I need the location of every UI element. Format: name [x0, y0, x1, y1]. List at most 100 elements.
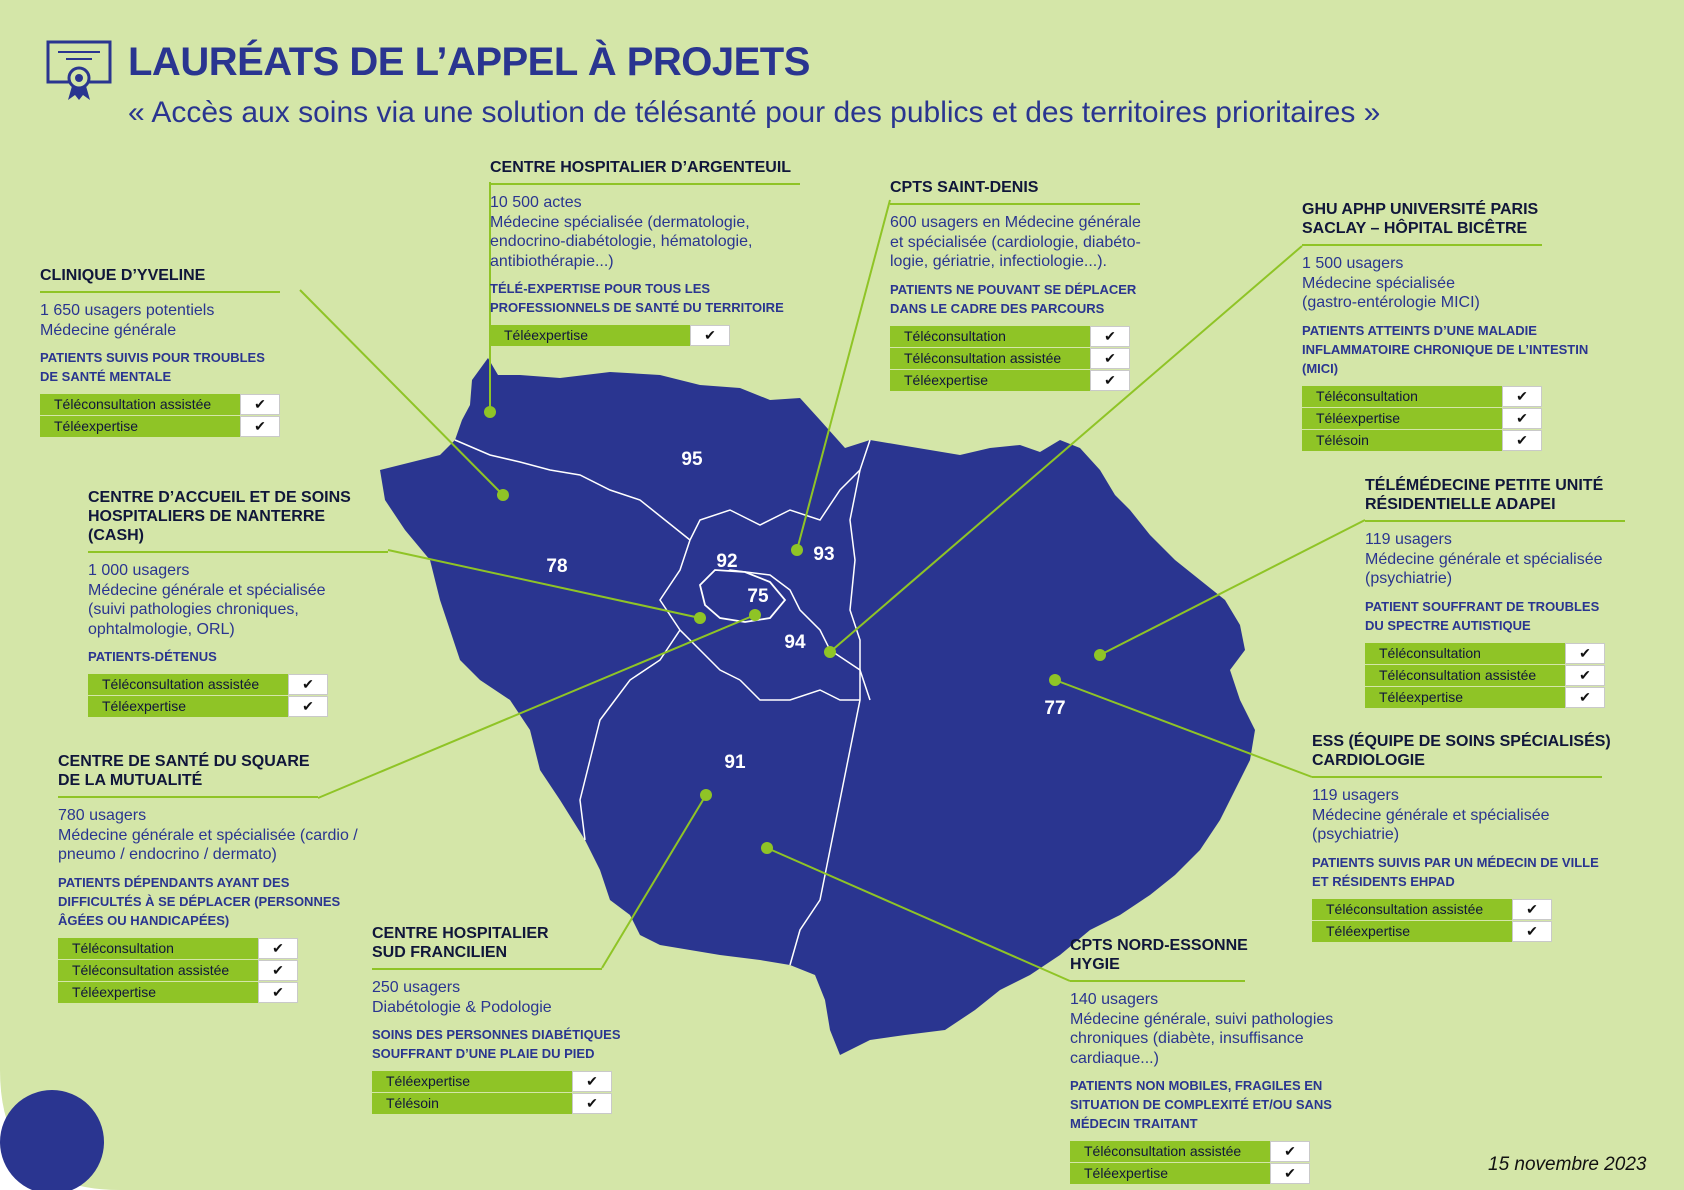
- checkmark-icon: ✔: [1270, 1163, 1310, 1184]
- target-population: PATIENT SOUFFRANT DE TROUBLES DU SPECTRE …: [1365, 597, 1665, 635]
- checkmark-icon: ✔: [1502, 407, 1542, 429]
- page-subtitle: « Accès aux soins via une solution de té…: [128, 96, 1381, 129]
- laureate-detail: Médecine spécialisée: [1302, 274, 1455, 292]
- laureate-detail: ophtalmologie, ORL): [88, 620, 235, 638]
- services-table: Téléexpertise ✔: [490, 325, 810, 346]
- target-population: PATIENTS SUIVIS PAR UN MÉDECIN DE VILLE E…: [1312, 853, 1612, 891]
- title-rule: [1302, 244, 1542, 246]
- target-population: PATIENTS NE POUVANT SE DÉPLACER DANS LE C…: [890, 280, 1170, 318]
- service-name: Téléexpertise: [1070, 1163, 1270, 1184]
- services-table: Téléconsultation assistée ✔ Téléexpertise ✔: [40, 394, 300, 437]
- laureate-detail: Diabétologie & Podologie: [372, 998, 552, 1016]
- laureate-block: TÉLÉMÉDECINE PETITE UNITÉ RÉSIDENTIELLE A…: [1365, 476, 1665, 709]
- department-label-91: 91: [724, 752, 746, 773]
- checkmark-icon: ✔: [572, 1071, 612, 1092]
- title-rule: [372, 968, 602, 970]
- service-row: Téléconsultation assistée ✔: [1070, 1141, 1350, 1162]
- checkmark-icon: ✔: [1565, 686, 1605, 708]
- service-name: Téléconsultation assistée: [40, 394, 240, 415]
- laureate-title: TÉLÉMÉDECINE PETITE UNITÉ: [1365, 477, 1604, 494]
- target-population: PATIENTS NON MOBILES, FRAGILES EN SITUATI…: [1070, 1076, 1350, 1133]
- laureate-detail: 140 usagers: [1070, 991, 1159, 1008]
- department-label-75: 75: [747, 586, 769, 607]
- service-row: Téléexpertise ✔: [1302, 407, 1602, 429]
- laureate-detail: cardiaque...): [1070, 1049, 1159, 1067]
- title-rule: [1070, 980, 1245, 982]
- service-row: Téléconsultation assistée ✔: [890, 347, 1170, 369]
- target-line: SITUATION DE COMPLEXITÉ ET/OU SANS: [1070, 1097, 1332, 1112]
- laureate-detail: chroniques (diabète, insuffisance: [1070, 1030, 1304, 1047]
- laureate-block: CENTRE HOSPITALIER D’ARGENTEUIL 10 500 ac…: [490, 158, 810, 347]
- checkmark-icon: ✔: [1090, 369, 1130, 391]
- service-row: Téléconsultation ✔: [890, 325, 1170, 347]
- location-marker: [791, 544, 803, 556]
- service-name: Télésoin: [1302, 429, 1502, 451]
- leader-line: [601, 794, 707, 969]
- laureate-detail: 780 usagers: [58, 807, 147, 824]
- target-line: DIFFICULTÉS À SE DÉPLACER (PERSONNES: [58, 893, 341, 909]
- laureate-title: DE LA MUTUALITÉ: [58, 772, 203, 789]
- laureate-block: CPTS SAINT-DENIS 600 usagers en Médecine …: [890, 178, 1170, 392]
- laureate-title: ESS (ÉQUIPE DE SOINS SPÉCIALISÉS): [1312, 733, 1611, 750]
- department-label-92: 92: [716, 551, 737, 572]
- leader-line: [829, 245, 1303, 653]
- location-marker: [749, 609, 761, 621]
- laureate-title: CLINIQUE D’YVELINE: [40, 267, 206, 284]
- services-table: Téléconsultation ✔ Téléconsultation assist…: [58, 937, 358, 1003]
- location-marker: [824, 646, 836, 658]
- laureate-detail: Médecine générale, suivi pathologies: [1070, 1010, 1334, 1028]
- laureate-detail: (gastro-entérologie MICI): [1302, 294, 1480, 311]
- services-table: Téléconsultation ✔ Téléexpertise ✔ Télésoin ✔: [1302, 385, 1602, 451]
- leader-line: [299, 289, 504, 496]
- laureate-title: CPTS SAINT-DENIS: [890, 179, 1039, 196]
- service-name: Téléconsultation assistée: [58, 959, 258, 981]
- laureate-detail: Médecine générale et spécialisée: [1312, 806, 1550, 824]
- laureate-title: SACLAY – HÔPITAL BICÊTRE: [1302, 220, 1528, 237]
- service-name: Téléexpertise: [1302, 407, 1502, 429]
- laureate-title: CENTRE D’ACCUEIL ET DE SOINS: [88, 489, 351, 506]
- service-name: Téléconsultation assistée: [1365, 664, 1565, 686]
- service-name: Téléexpertise: [490, 325, 690, 346]
- service-row: Téléconsultation assistée ✔: [1365, 664, 1665, 686]
- leader-line: [796, 199, 891, 551]
- service-name: Téléexpertise: [40, 416, 240, 437]
- target-line: ÂGÉES OU HANDICAPÉES): [58, 912, 230, 928]
- laureate-detail: 600 usagers en Médecine générale: [890, 214, 1141, 231]
- service-name: Téléexpertise: [372, 1071, 572, 1092]
- leader-line: [766, 847, 1071, 982]
- target-line: DANS LE CADRE DES PARCOURS: [890, 300, 1105, 316]
- checkmark-icon: ✔: [572, 1093, 612, 1114]
- publication-date: 15 novembre 2023: [1488, 1154, 1647, 1175]
- laureate-title: CARDIOLOGIE: [1312, 752, 1425, 769]
- location-marker: [700, 789, 712, 801]
- target-line: PATIENTS SUIVIS POUR TROUBLES: [40, 350, 265, 365]
- service-row: Téléexpertise ✔: [88, 696, 388, 717]
- laureate-detail: pneumo / endocrino / dermato): [58, 846, 277, 863]
- region-outline: [380, 358, 1255, 1055]
- target-line: SOUFFRANT D’UNE PLAIE DU PIED: [372, 1046, 595, 1061]
- service-row: Téléconsultation assistée ✔: [58, 959, 358, 981]
- target-line: PATIENTS ATTEINTS D’UNE MALADIE: [1302, 322, 1537, 338]
- target-population: SOINS DES PERSONNES DIABÉTIQUES SOUFFRANT…: [372, 1025, 632, 1063]
- certificate-icon: [46, 40, 112, 100]
- checkmark-icon: ✔: [1512, 898, 1552, 920]
- laureate-title: CENTRE HOSPITALIER: [372, 925, 549, 942]
- laureate-title: SUD FRANCILIEN: [372, 944, 508, 961]
- target-population: TÉLÉ-EXPERTISE POUR TOUS LES PROFESSIONNE…: [490, 279, 810, 317]
- laureate-detail: logie, gériatrie, infectiologie...).: [890, 253, 1107, 270]
- checkmark-icon: ✔: [258, 959, 298, 981]
- service-row: Téléexpertise ✔: [40, 416, 300, 437]
- title-rule: [88, 551, 388, 553]
- title-rule: [58, 796, 318, 798]
- service-row: Téléconsultation ✔: [1302, 385, 1602, 407]
- laureate-block: CENTRE DE SANTÉ DU SQUARE DE LA MUTUALITÉ…: [58, 752, 358, 1004]
- service-row: Téléexpertise ✔: [890, 369, 1170, 391]
- department-label-77: 77: [1044, 698, 1065, 719]
- target-line: PATIENTS SUIVIS PAR UN MÉDECIN DE VILLE: [1312, 854, 1599, 870]
- laureate-detail: antibiothérapie...): [490, 252, 614, 270]
- checkmark-icon: ✔: [258, 981, 298, 1003]
- location-marker: [484, 406, 496, 418]
- checkmark-icon: ✔: [1270, 1141, 1310, 1162]
- service-row: Téléconsultation assistée ✔: [40, 394, 300, 415]
- laureate-title: CENTRE HOSPITALIER D’ARGENTEUIL: [490, 159, 792, 176]
